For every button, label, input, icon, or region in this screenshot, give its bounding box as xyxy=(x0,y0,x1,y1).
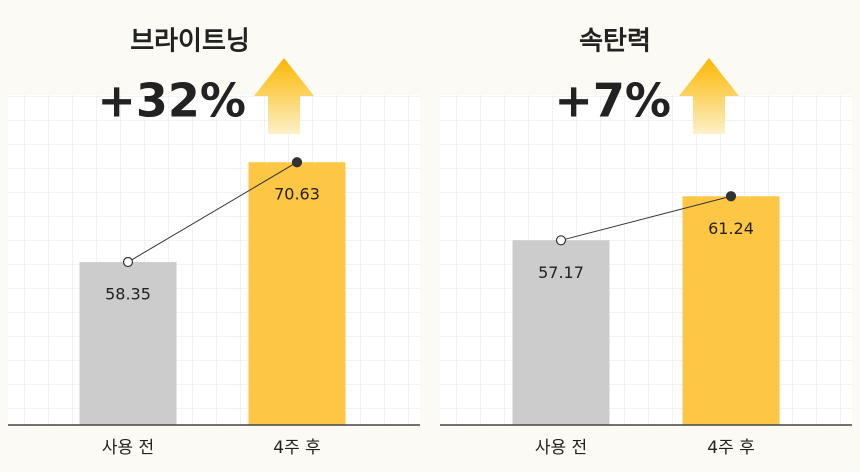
value-label: 57.17 xyxy=(538,263,584,282)
point-marker xyxy=(555,235,567,246)
trend-line xyxy=(560,195,732,241)
x-tick-label: 4주 후 xyxy=(273,438,321,458)
x-tick-label: 사용 전 xyxy=(102,438,154,458)
panel-grid xyxy=(440,95,852,425)
x-tick-label: 4주 후 xyxy=(707,438,755,458)
trend-line xyxy=(127,161,298,263)
value-label: 70.63 xyxy=(274,185,320,204)
bar xyxy=(682,196,780,425)
value-label: 61.24 xyxy=(708,219,754,238)
chart-title: 속탄력 xyxy=(579,27,651,57)
arrow-icon xyxy=(254,58,314,134)
panel-grid xyxy=(8,95,420,425)
x-tick-label: 사용 전 xyxy=(535,438,587,458)
bar xyxy=(512,240,610,425)
point-marker xyxy=(291,157,303,168)
bar xyxy=(79,262,177,425)
point-marker xyxy=(725,191,737,202)
point-marker xyxy=(122,256,134,268)
arrow-icon xyxy=(679,58,739,134)
chart-title: 브라이트닝 xyxy=(130,27,250,57)
value-label: 58.35 xyxy=(105,285,151,304)
annotation: +7% xyxy=(554,74,671,128)
bar xyxy=(248,162,346,425)
annotation: +32% xyxy=(97,74,246,128)
